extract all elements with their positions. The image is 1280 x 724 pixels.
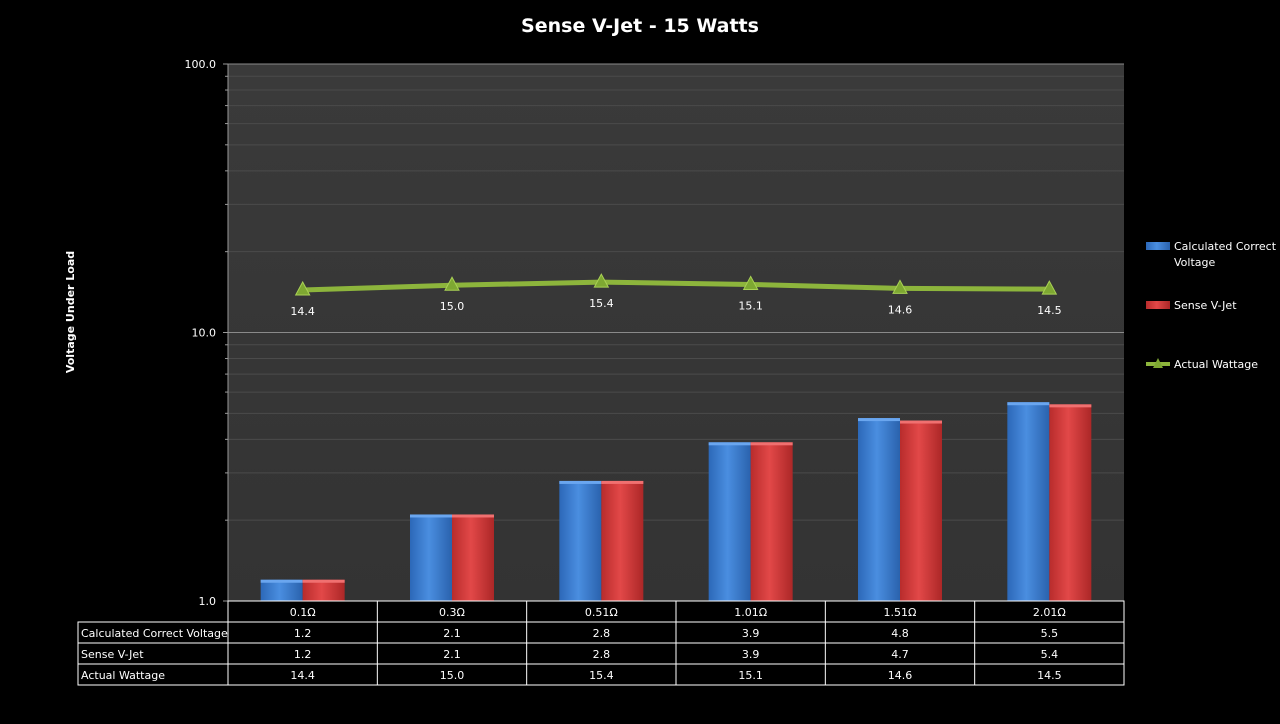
- table-cell: 4.8: [891, 627, 909, 640]
- wattage-line: 14.4 15.0 15.4 15.1 14.6 14.5: [290, 273, 1062, 318]
- legend-swatch-0: [1146, 242, 1170, 250]
- wattage-series-line: [302, 279, 1050, 293]
- bar-cap: [260, 579, 303, 583]
- bar-calculated-1: [410, 514, 452, 601]
- wattage-point-4: [892, 279, 908, 294]
- category-label: 1.51Ω: [884, 606, 917, 619]
- table-cell: 4.7: [891, 648, 909, 661]
- table-cell: 2.8: [593, 627, 611, 640]
- table-row-label: Calculated Correct Voltage: [81, 627, 228, 640]
- category-label: 0.51Ω: [585, 606, 618, 619]
- bar-cap: [559, 480, 602, 484]
- legend-label-0: Voltage: [1174, 256, 1215, 269]
- legend-label-0: Calculated Correct: [1174, 240, 1277, 253]
- bar-cap: [900, 420, 942, 424]
- category-label: 0.1Ω: [290, 606, 316, 619]
- y-tick-label: 100.0: [185, 58, 217, 71]
- table-cell: 14.5: [1037, 669, 1062, 682]
- legend-label-2: Actual Wattage: [1174, 358, 1258, 371]
- legend-swatch-1: [1146, 301, 1170, 309]
- category-label: 0.3Ω: [439, 606, 465, 619]
- table-cell: 14.6: [888, 669, 913, 682]
- bar-cap: [302, 579, 345, 583]
- wattage-point-2: [593, 273, 610, 288]
- table-cell: 15.1: [738, 669, 763, 682]
- wattage-data-label: 15.1: [738, 299, 763, 312]
- wattage-point-5: [1041, 280, 1058, 295]
- y-tick-label: 10.0: [192, 327, 217, 340]
- legend-label-1: Sense V-Jet: [1174, 299, 1237, 312]
- legend-swatch-marker: [1153, 358, 1163, 368]
- bar-sense-2: [601, 480, 644, 601]
- bar-sense-3: [750, 442, 793, 601]
- bar-cap: [708, 442, 751, 446]
- category-label: 2.01Ω: [1033, 606, 1066, 619]
- category-label: 1.01Ω: [734, 606, 767, 619]
- wattage-point-1: [444, 276, 460, 291]
- table-cell: 15.0: [440, 669, 465, 682]
- bar-sense-4: [900, 420, 942, 601]
- wattage-point-0: [294, 280, 311, 296]
- bar-cap: [410, 514, 452, 518]
- wattage-data-label: 14.5: [1037, 304, 1062, 317]
- bar-sense-5: [1049, 404, 1092, 601]
- table-cell: 2.1: [443, 648, 461, 661]
- data-table: 0.1Ω 0.3Ω 0.51Ω 1.01Ω 1.51Ω 2.01Ω Calculated C…: [77, 600, 1125, 686]
- bar-sense-0: [302, 579, 345, 601]
- wattage-data-label: 15.4: [589, 297, 614, 310]
- table-cell: 14.4: [290, 669, 315, 682]
- bar-cap: [750, 442, 793, 446]
- bar-calculated-0: [260, 579, 303, 601]
- bars: [260, 402, 1092, 601]
- table-cell: 3.9: [742, 627, 760, 640]
- wattage-data-label: 15.0: [440, 300, 465, 313]
- y-tick-label: 1.0: [199, 595, 217, 608]
- table-row-label: Sense V-Jet: [81, 648, 144, 661]
- chart-title: Sense V-Jet - 15 Watts: [521, 15, 759, 37]
- wattage-point-3: [742, 275, 759, 290]
- table-cell: 5.5: [1041, 627, 1059, 640]
- y-axis-ticks: 1.0 10.0 100.0: [185, 58, 228, 608]
- table-cell: 3.9: [742, 648, 760, 661]
- legend: Calculated Correct Voltage Sense V-Jet Actu…: [1146, 240, 1277, 371]
- table-row-label: Actual Wattage: [81, 669, 165, 682]
- bar-sense-1: [452, 514, 494, 601]
- table-cell: 2.1: [443, 627, 461, 640]
- wattage-data-label: 14.4: [290, 305, 315, 318]
- table-cell: 1.2: [294, 648, 312, 661]
- bar-cap: [1049, 404, 1092, 408]
- table-cell: 1.2: [294, 627, 312, 640]
- table-cell: 15.4: [589, 669, 614, 682]
- bar-calculated-2: [559, 480, 602, 601]
- bar-calculated-5: [1007, 402, 1050, 601]
- table-cell: 2.8: [593, 648, 611, 661]
- wattage-data-label: 14.6: [888, 303, 913, 316]
- bar-cap: [601, 480, 644, 484]
- gridlines: [227, 63, 1124, 602]
- table-cell: 5.4: [1041, 648, 1059, 661]
- bar-cap: [1007, 402, 1050, 406]
- bar-calculated-4: [858, 418, 900, 601]
- bar-cap: [858, 418, 900, 422]
- bar-cap: [452, 514, 494, 518]
- bar-calculated-3: [708, 442, 751, 601]
- y-axis-label: Voltage Under Load: [64, 251, 77, 373]
